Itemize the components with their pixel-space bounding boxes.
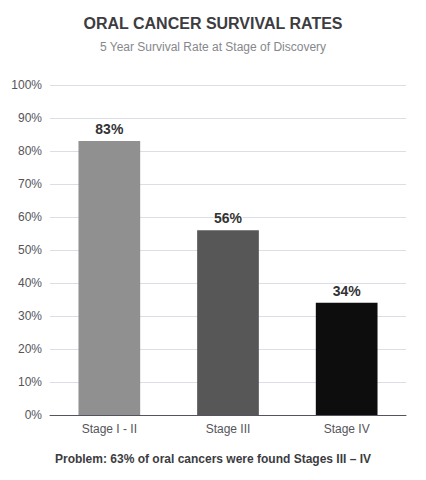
svg-text:ORAL CANCER SURVIVAL RATES: ORAL CANCER SURVIVAL RATES bbox=[84, 15, 343, 32]
svg-text:10%: 10% bbox=[18, 375, 42, 389]
svg-text:Problem: 63% of oral cancers w: Problem: 63% of oral cancers were found … bbox=[55, 452, 371, 466]
svg-text:Stage I - II: Stage I - II bbox=[82, 422, 137, 436]
svg-text:30%: 30% bbox=[18, 309, 42, 323]
svg-text:80%: 80% bbox=[18, 144, 42, 158]
svg-text:90%: 90% bbox=[18, 111, 42, 125]
svg-text:60%: 60% bbox=[18, 210, 42, 224]
svg-text:56%: 56% bbox=[214, 210, 243, 226]
svg-text:Stage IV: Stage IV bbox=[324, 422, 370, 436]
svg-text:0%: 0% bbox=[25, 408, 43, 422]
svg-text:50%: 50% bbox=[18, 243, 42, 257]
svg-text:Stage III: Stage III bbox=[206, 422, 251, 436]
svg-text:5 Year Survival Rate at Stage: 5 Year Survival Rate at Stage of Discove… bbox=[100, 40, 326, 54]
svg-text:83%: 83% bbox=[95, 121, 124, 137]
svg-text:40%: 40% bbox=[18, 276, 42, 290]
svg-text:100%: 100% bbox=[11, 78, 42, 92]
svg-text:70%: 70% bbox=[18, 177, 42, 191]
svg-text:34%: 34% bbox=[333, 283, 362, 299]
svg-text:20%: 20% bbox=[18, 342, 42, 356]
